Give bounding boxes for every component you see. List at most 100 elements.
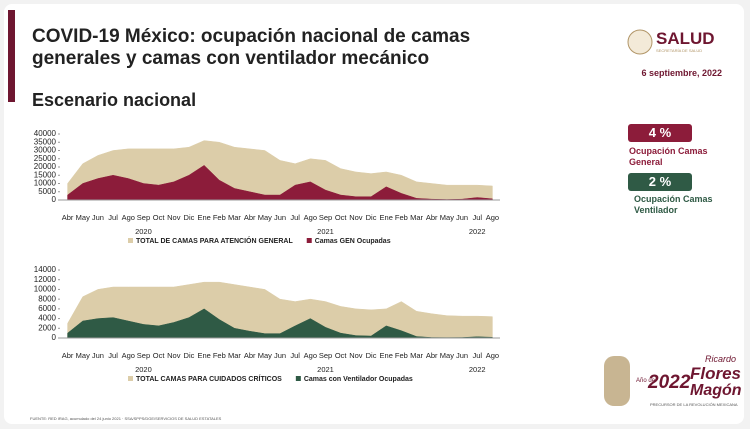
y-tick-label: 15000 — [34, 170, 57, 179]
x-tick-label: Jul — [472, 213, 482, 222]
x-tick-label: Feb — [213, 213, 226, 222]
legend-swatch — [306, 238, 312, 243]
x-tick-label: Sep — [319, 351, 332, 360]
x-tick-label: Dic — [366, 213, 377, 222]
y-tick-label: 40000 — [34, 129, 57, 138]
emblem-text: Magón — [690, 382, 742, 399]
legend-swatch — [295, 376, 301, 381]
y-tick-label: 6000 — [38, 304, 56, 313]
x-tick-label: May — [76, 351, 90, 360]
legend-swatch — [128, 376, 133, 381]
x-tick-label: Abr — [244, 351, 256, 360]
subtitle: Escenario nacional — [32, 90, 197, 110]
x-tick-label: Nov — [167, 213, 181, 222]
legend-label: TOTAL CAMAS PARA CUIDADOS CRÍTICOS — [136, 374, 282, 383]
x-tick-label: Mar — [228, 351, 241, 360]
year-label: 2022 — [469, 365, 486, 374]
emblem-text: Ricardo — [705, 354, 737, 364]
badge-value: 4 % — [628, 124, 692, 142]
x-tick-label: Feb — [213, 351, 226, 360]
badge-label: Ocupación Camas Ventilador — [634, 194, 713, 215]
x-tick-label: Dic — [366, 351, 377, 360]
x-tick-label: May — [440, 213, 454, 222]
x-tick-label: Ago — [486, 213, 499, 222]
x-tick-label: Ago — [486, 351, 499, 360]
x-tick-label: Jun — [92, 351, 104, 360]
x-tick-label: Jul — [108, 213, 118, 222]
title: COVID-19 México: ocupación nacional de c… — [32, 26, 471, 69]
x-tick-label: Ene — [380, 213, 393, 222]
area — [67, 165, 493, 201]
portrait — [604, 356, 630, 406]
x-tick-label: Oct — [335, 213, 348, 222]
emblem-text: Flores — [690, 364, 742, 383]
legend-label: Camas con Ventilador Ocupadas — [304, 376, 413, 383]
y-tick-label: 5000 — [38, 187, 56, 196]
x-tick-label: Ago — [304, 351, 317, 360]
x-tick-label: Abr — [426, 213, 438, 222]
y-tick-label: 10000 — [34, 285, 57, 294]
logo-emblem — [627, 29, 653, 55]
logo-subtitle: SECRETARÍA DE SALUD — [656, 48, 703, 53]
x-tick-label: Mar — [410, 351, 423, 360]
x-tick-label: May — [440, 351, 454, 360]
year-label: 2022 — [469, 227, 486, 236]
x-tick-label: Jun — [92, 213, 104, 222]
x-tick-label: Jul — [290, 213, 300, 222]
x-tick-label: May — [76, 213, 90, 222]
x-tick-label: Jun — [456, 213, 468, 222]
y-tick-label: 0 — [52, 333, 57, 342]
y-tick-label: 20000 — [34, 162, 57, 171]
x-tick-label: Dic — [184, 351, 195, 360]
x-tick-label: Jul — [108, 351, 118, 360]
date: 6 septiembre, 2022 — [641, 68, 722, 78]
x-tick-label: Ene — [380, 351, 393, 360]
legend-label: Camas GEN Ocupadas — [315, 238, 391, 245]
x-tick-label: Ago — [122, 351, 135, 360]
x-tick-label: Feb — [395, 213, 408, 222]
year-label: 2021 — [317, 365, 334, 374]
year-label: 2021 — [317, 227, 334, 236]
x-tick-label: Feb — [395, 351, 408, 360]
year-label: 2020 — [135, 365, 152, 374]
x-tick-label: Nov — [167, 351, 181, 360]
y-tick-label: 2000 — [38, 323, 56, 332]
accent-bar — [8, 10, 15, 102]
x-tick-label: Sep — [137, 213, 150, 222]
y-tick-label: 14000 — [34, 265, 57, 274]
x-tick-label: Mar — [410, 213, 423, 222]
source: FUENTE: RED IRAG, acumulado del 24 junio… — [30, 416, 222, 421]
x-tick-label: Abr — [426, 351, 438, 360]
x-tick-label: Jul — [472, 351, 482, 360]
x-tick-label: Mar — [228, 213, 241, 222]
x-tick-label: Jul — [290, 351, 300, 360]
x-tick-label: Sep — [137, 351, 150, 360]
y-tick-label: 0 — [52, 195, 57, 204]
badge-label: Ocupación Camas General — [629, 146, 708, 167]
y-tick-label: 8000 — [38, 294, 56, 303]
x-tick-label: Jun — [456, 351, 468, 360]
x-tick-label: Nov — [349, 213, 363, 222]
x-tick-label: Nov — [349, 351, 363, 360]
x-tick-label: Oct — [335, 351, 348, 360]
y-tick-label: 4000 — [38, 314, 56, 323]
y-tick-label: 30000 — [34, 146, 57, 155]
badge-value: 2 % — [628, 173, 692, 191]
y-tick-label: 25000 — [34, 154, 57, 163]
emblem-text: Año de — [636, 378, 656, 384]
card — [4, 4, 744, 424]
x-tick-label: May — [258, 351, 272, 360]
x-tick-label: Ene — [197, 213, 210, 222]
y-tick-label: 35000 — [34, 137, 57, 146]
logo: SALUD — [656, 29, 715, 48]
year-label: 2020 — [135, 227, 152, 236]
x-tick-label: Oct — [153, 213, 166, 222]
y-tick-label: 10000 — [34, 179, 57, 188]
x-tick-label: Jun — [274, 351, 286, 360]
x-tick-label: Abr — [244, 213, 256, 222]
x-tick-label: Abr — [62, 351, 74, 360]
emblem-year: 2022 — [648, 372, 691, 393]
emblem-caption: PRECURSOR DE LA REVOLUCIÓN MEXICANA — [650, 402, 738, 407]
